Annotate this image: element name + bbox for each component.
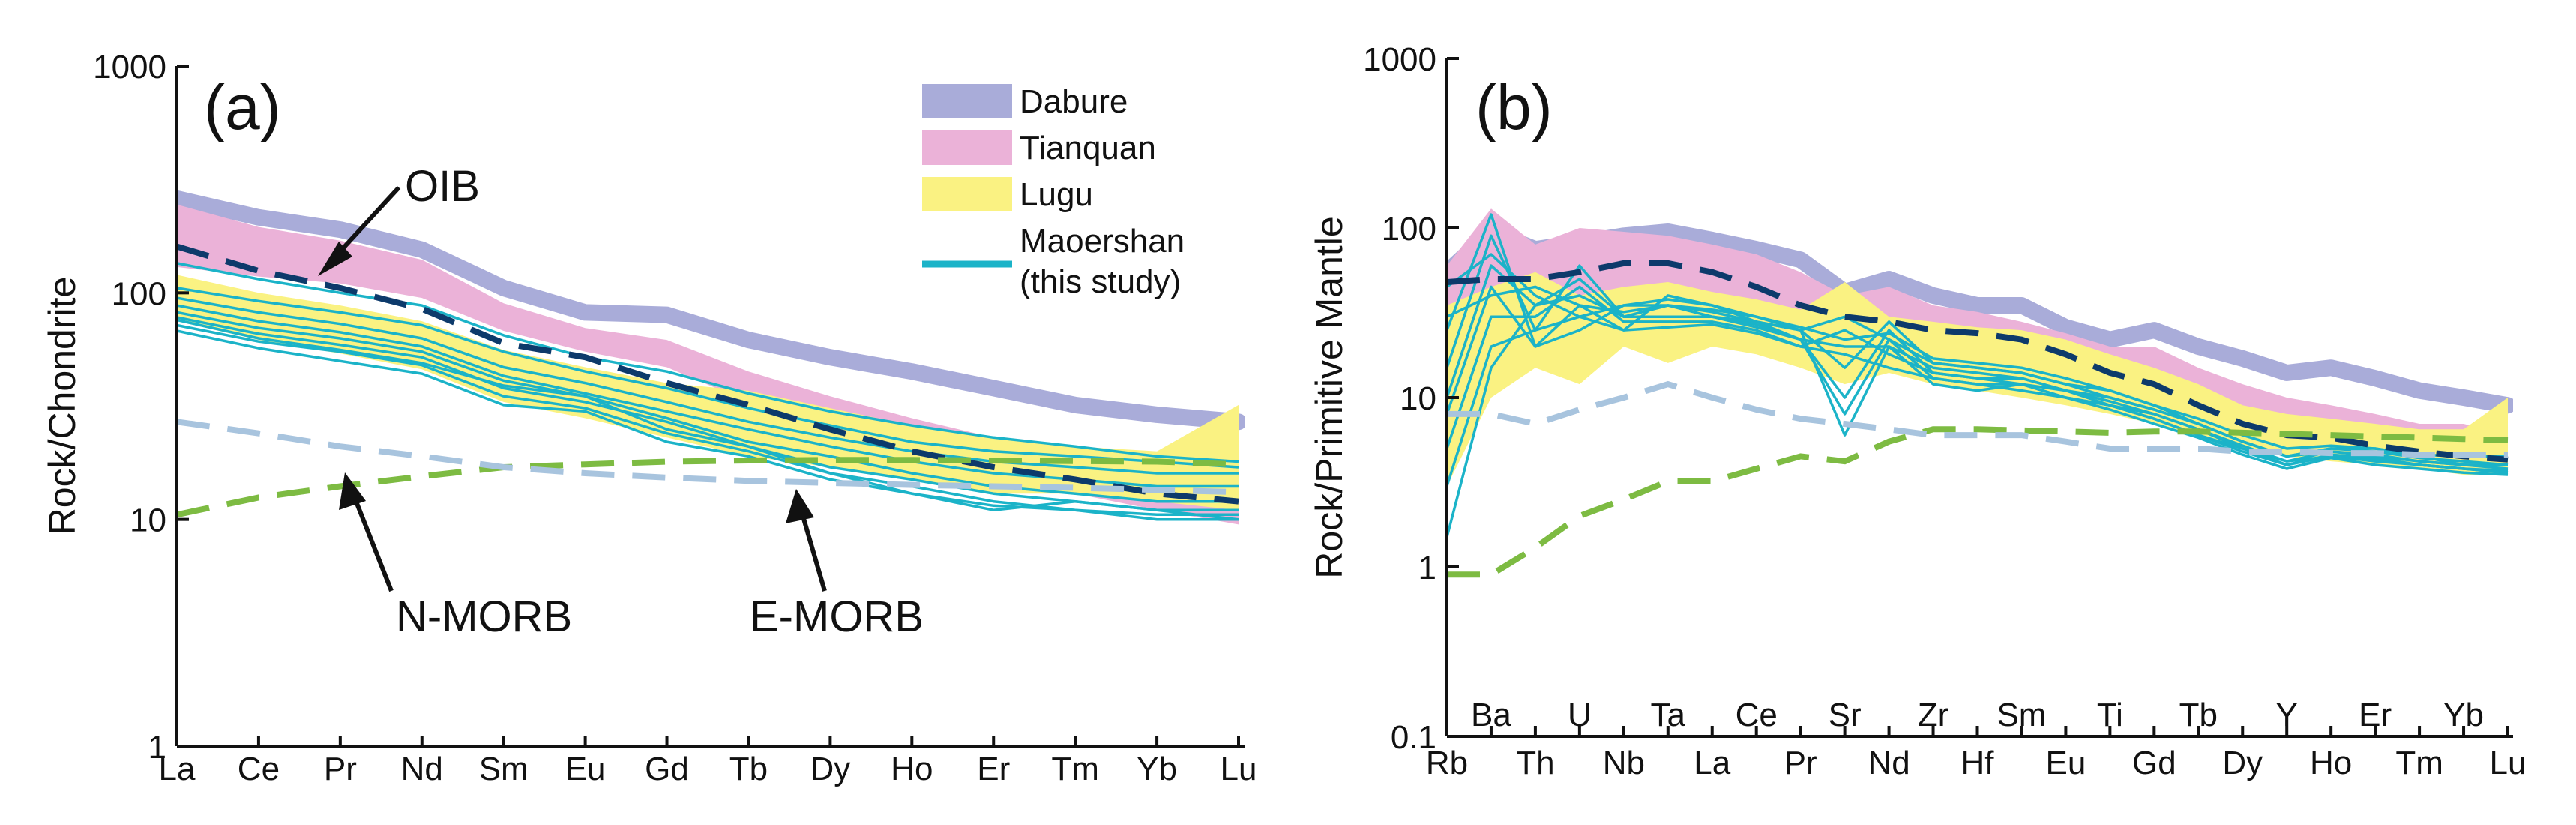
annotation-e-morb: E-MORB bbox=[750, 489, 924, 641]
x-tick-label-a-8: Dy bbox=[810, 751, 850, 788]
y-tick-label-b-3: 100 bbox=[1382, 211, 1436, 248]
panel-b-label: (b) bbox=[1475, 72, 1553, 142]
x-tick-label-a-7: Tb bbox=[729, 751, 768, 788]
x-tick-label-a-1: Ce bbox=[238, 751, 280, 788]
x-tick-label-b-12: Hf bbox=[1961, 745, 1995, 782]
y-tick-label-b-4: 1000 bbox=[1363, 41, 1436, 78]
series-e-morb-dashed bbox=[177, 418, 1239, 496]
y-tick-label-a-0: 1 bbox=[148, 729, 166, 766]
y-tick-label-b-1: 1 bbox=[1418, 550, 1436, 586]
series-maoershan-line-3 bbox=[177, 296, 1239, 475]
panel-a-label: (a) bbox=[204, 72, 281, 142]
panel-b-plot-area bbox=[1447, 208, 2513, 578]
legend-label-lugu: Lugu bbox=[1020, 176, 1093, 213]
x-tick-label-b-5: Ta bbox=[1651, 697, 1686, 734]
x-tick-label-a-12: Yb bbox=[1137, 751, 1177, 788]
legend-label-tianquan: Tianquan bbox=[1020, 130, 1156, 166]
x-tick-label-b-15: Ti bbox=[2097, 697, 2123, 734]
x-tick-label-b-8: Pr bbox=[1784, 745, 1817, 782]
series-dabure-band bbox=[177, 190, 1245, 430]
x-tick-label-b-1: Ba bbox=[1471, 697, 1511, 734]
x-tick-label-b-14: Eu bbox=[2046, 745, 2086, 782]
panel-b-y-ticks: 0.1 1 10 100 1000 bbox=[1363, 41, 1459, 756]
x-tick-label-a-13: Lu bbox=[1221, 751, 1257, 788]
series-maoershan-line-5 bbox=[177, 310, 1239, 503]
x-tick-label-a-2: Pr bbox=[324, 751, 357, 788]
y-tick-label-a-2: 100 bbox=[112, 275, 166, 312]
x-tick-label-b-7: Ce bbox=[1736, 697, 1778, 734]
panel-a-x-ticks: La Ce Pr Nd Sm Eu Gd Tb Dy Ho Er Tm Yb Lu bbox=[159, 736, 1257, 788]
x-tick-label-b-2: Th bbox=[1516, 745, 1554, 782]
y-tick-label-b-2: 10 bbox=[1400, 380, 1436, 417]
x-tick-label-b-20: Ho bbox=[2310, 745, 2352, 782]
x-tick-label-a-3: Nd bbox=[401, 751, 443, 788]
legend-swatch-lugu bbox=[922, 177, 1012, 212]
legend: Dabure Tianquan Lugu Maoershan (this stu… bbox=[922, 83, 1185, 300]
legend-swatch-tianquan bbox=[922, 130, 1012, 165]
x-tick-label-b-9: Sr bbox=[1829, 697, 1862, 734]
series-maoershan-line-2 bbox=[177, 286, 1239, 469]
x-tick-label-b-21: Er bbox=[2359, 697, 2392, 734]
x-tick-label-b-6: La bbox=[1694, 745, 1730, 782]
x-tick-label-b-16: Gd bbox=[2132, 745, 2176, 782]
annotation-e-morb-text: E-MORB bbox=[750, 592, 924, 641]
y-tick-label-a-3: 1000 bbox=[93, 49, 166, 86]
annotation-oib: OIB bbox=[318, 162, 480, 276]
annotation-n-morb: N-MORB bbox=[339, 472, 572, 641]
series-lugu-band bbox=[177, 274, 1239, 511]
x-tick-label-b-10: Nd bbox=[1868, 745, 1910, 782]
panel-a-y-ticks: 1 10 100 1000 bbox=[93, 49, 189, 766]
series-maoershan-line-9 bbox=[1447, 253, 2508, 458]
annotation-oib-text: OIB bbox=[405, 162, 480, 211]
x-tick-label-b-19: Y bbox=[2276, 697, 2298, 734]
series-oib-dashed bbox=[1447, 260, 2509, 463]
x-tick-label-b-17: Tb bbox=[2179, 697, 2218, 734]
panel-b-ylabel: Rock/Primitive Mantle bbox=[1308, 216, 1350, 578]
series-maoershan-line-4 bbox=[177, 304, 1239, 488]
x-tick-label-a-5: Eu bbox=[565, 751, 606, 788]
annotation-e-morb-arrowhead bbox=[786, 489, 814, 524]
x-tick-label-a-10: Er bbox=[977, 751, 1010, 788]
legend-swatch-dabure bbox=[922, 84, 1012, 118]
x-tick-label-a-11: Tm bbox=[1051, 751, 1099, 788]
series-maoershan-line-6 bbox=[177, 316, 1239, 512]
x-tick-label-a-0: La bbox=[159, 751, 196, 788]
series-maoershan-line-8 bbox=[177, 318, 1239, 521]
annotation-n-morb-arrowhead bbox=[339, 472, 366, 510]
x-tick-label-b-18: Dy bbox=[2222, 745, 2263, 782]
x-tick-label-b-3: U bbox=[1568, 697, 1592, 734]
annotation-n-morb-text: N-MORB bbox=[396, 592, 572, 641]
annotation-e-morb-arrow bbox=[798, 508, 827, 592]
annotation-n-morb-arrow bbox=[350, 490, 394, 592]
series-oib-dashed bbox=[177, 243, 1239, 505]
x-tick-label-b-22: Tm bbox=[2395, 745, 2443, 782]
x-tick-label-b-13: Sm bbox=[1996, 697, 2046, 734]
x-tick-label-b-4: Nb bbox=[1603, 745, 1645, 782]
series-maoershan-line-1 bbox=[177, 262, 1239, 464]
panel-b-series bbox=[1447, 208, 2513, 578]
x-tick-label-b-23: Yb bbox=[2443, 697, 2484, 734]
legend-label-dabure: Dabure bbox=[1020, 83, 1128, 120]
series-maoershan-line-8 bbox=[1447, 285, 2509, 466]
y-tick-label-a-1: 10 bbox=[130, 502, 166, 539]
x-tick-label-a-4: Sm bbox=[479, 751, 529, 788]
legend-label-maoershan-2: (this study) bbox=[1020, 263, 1181, 300]
series-e-morb-dashed bbox=[1447, 380, 2508, 458]
series-maoershan-line-9 bbox=[177, 329, 1239, 521]
x-tick-label-a-9: Ho bbox=[891, 751, 933, 788]
x-tick-label-b-11: Zr bbox=[1918, 697, 1949, 734]
series-n-morb-dashed bbox=[1447, 426, 2509, 578]
y-tick-label-b-0: 0.1 bbox=[1391, 719, 1436, 756]
x-tick-label-b-24: Lu bbox=[2490, 745, 2527, 782]
x-tick-label-a-6: Gd bbox=[645, 751, 689, 788]
annotation-oib-arrowhead bbox=[318, 242, 352, 276]
series-maoershan-line-5 bbox=[1447, 285, 2509, 476]
x-tick-label-b-0: Rb bbox=[1426, 745, 1468, 782]
legend-label-maoershan: Maoershan bbox=[1020, 223, 1185, 260]
panel-a-ylabel: Rock/Chondrite bbox=[41, 277, 83, 536]
